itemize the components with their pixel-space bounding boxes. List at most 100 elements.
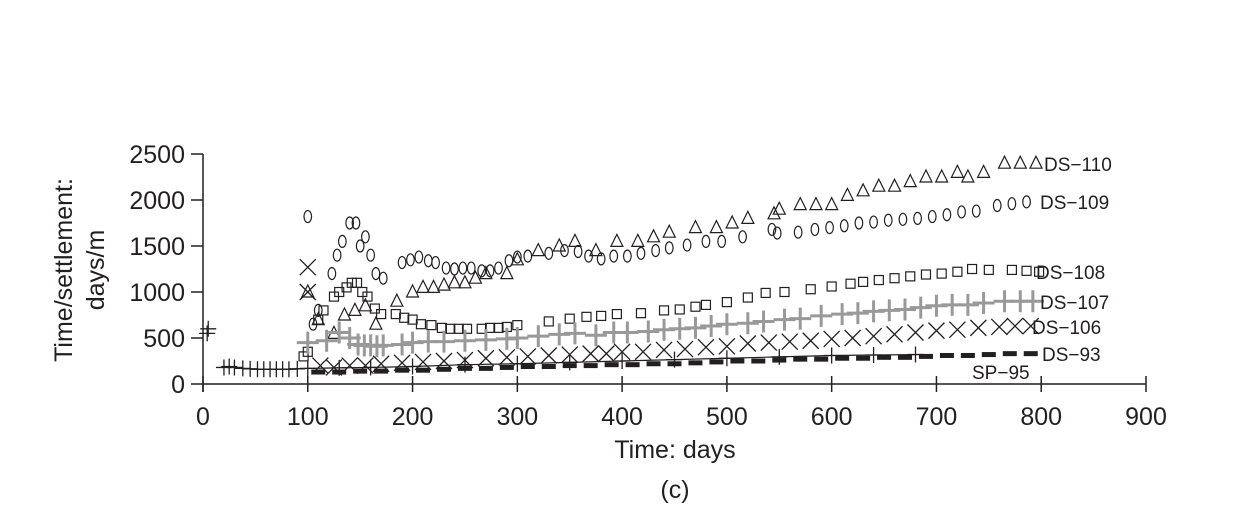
data-point (426, 279, 441, 293)
data-point (368, 315, 383, 330)
data-point (582, 345, 600, 363)
data-point (824, 196, 839, 211)
data-point (739, 335, 757, 352)
y-axis-label-line2: days/m (82, 230, 110, 311)
data-point (942, 208, 952, 222)
data-point (709, 219, 724, 234)
data-point (725, 214, 740, 229)
data-point (358, 297, 373, 312)
data-point (918, 168, 933, 183)
y-tick-label: 1000 (129, 279, 185, 307)
data-point (625, 362, 640, 368)
data-point (477, 349, 495, 367)
data-point (736, 312, 759, 335)
data-point (567, 233, 582, 247)
data-point (416, 367, 431, 373)
data-point (397, 255, 407, 270)
data-point (447, 274, 462, 289)
data-point (992, 198, 1002, 213)
data-point (510, 251, 525, 266)
data-point (898, 212, 908, 226)
data-point (318, 305, 329, 316)
data-point (909, 296, 932, 319)
data-point (927, 322, 945, 340)
y-tick-label: 500 (143, 325, 185, 353)
data-point (983, 264, 994, 276)
data-point (1023, 351, 1038, 357)
data-point (793, 356, 808, 362)
data-point (1034, 266, 1045, 277)
data-point (544, 246, 554, 260)
data-point (563, 322, 586, 345)
data-point (456, 356, 473, 373)
data-point (371, 267, 381, 281)
data-point (435, 352, 453, 370)
data-point (845, 278, 856, 289)
data-point (616, 321, 639, 344)
data-point (313, 314, 324, 325)
data-point (523, 249, 533, 263)
data-point (918, 353, 933, 359)
data-point (596, 252, 606, 266)
data-point (740, 210, 755, 224)
data-point (634, 343, 652, 361)
data-point (1002, 351, 1017, 357)
data-point (583, 363, 598, 369)
data-point (682, 238, 692, 252)
data-point (315, 329, 338, 352)
data-point (378, 271, 388, 285)
data-marks (199, 154, 1045, 378)
data-point (883, 213, 893, 227)
y-axis-label: Time/settlement: days/m (50, 178, 110, 362)
data-point (355, 239, 365, 253)
data-point (376, 308, 387, 320)
series-label: DS−106 (1032, 318, 1101, 339)
data-point (369, 303, 380, 314)
data-point (907, 324, 924, 341)
data-point (226, 359, 243, 376)
data-point (493, 322, 504, 333)
data-point (478, 365, 493, 371)
data-point (886, 325, 903, 343)
data-point (927, 209, 937, 224)
data-point (337, 306, 352, 321)
data-point (856, 182, 871, 197)
x-tick-label: 200 (392, 403, 434, 431)
x-tick-label: 100 (287, 403, 329, 431)
data-point (966, 263, 978, 275)
data-point (730, 358, 745, 364)
data-point (374, 368, 389, 374)
data-point (808, 196, 823, 211)
data-point (611, 308, 622, 320)
data-point (485, 264, 495, 278)
data-point (441, 261, 451, 275)
data-point (960, 352, 975, 358)
data-point (700, 315, 723, 338)
data-point (415, 319, 427, 330)
data-point (540, 347, 558, 364)
x-axis-label: Time: days (614, 436, 735, 464)
data-point (584, 324, 607, 347)
data-point (468, 269, 483, 284)
data-point (389, 292, 404, 307)
data-point (871, 177, 886, 192)
data-point (688, 360, 703, 366)
data-point (972, 292, 995, 315)
data-point (715, 313, 738, 336)
x-tick-label: 400 (601, 403, 643, 431)
data-point (709, 359, 724, 365)
data-point (406, 253, 415, 267)
data-point (721, 297, 732, 308)
data-point (509, 355, 526, 372)
data-point (913, 211, 922, 225)
data-point (337, 234, 347, 248)
data-point (823, 347, 840, 364)
data-point (519, 347, 537, 365)
data-point (810, 222, 820, 237)
data-point (869, 215, 878, 229)
data-point (504, 254, 514, 268)
data-point (531, 242, 546, 257)
data-point (789, 307, 812, 330)
data-point (752, 310, 775, 333)
